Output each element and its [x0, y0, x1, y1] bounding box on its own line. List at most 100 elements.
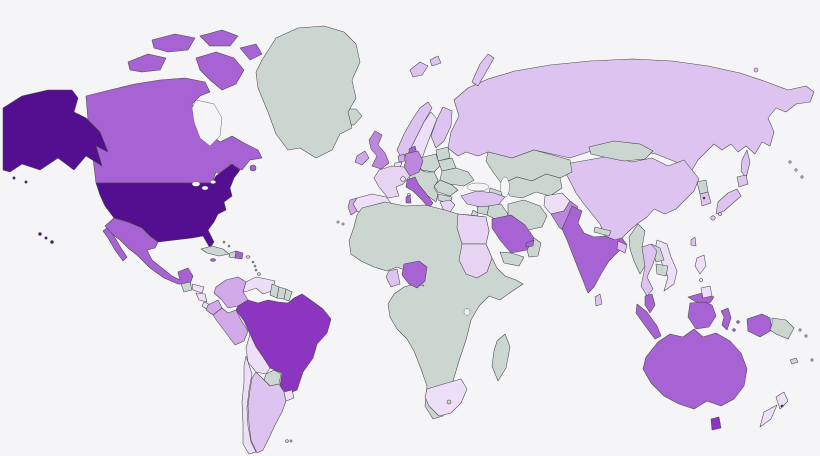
country-ghana[interactable] [385, 268, 401, 288]
country-egypt[interactable] [456, 213, 490, 245]
island-antilles-1[interactable] [251, 260, 255, 264]
country-japan-kyushu[interactable] [710, 215, 716, 221]
country-australia[interactable] [642, 328, 748, 410]
country-indonesia-sumatra[interactable] [635, 303, 662, 340]
country-venezuela[interactable] [242, 276, 276, 295]
country-thailand[interactable] [640, 243, 658, 297]
island-newfoundland[interactable] [249, 164, 257, 172]
country-mongolia[interactable] [588, 140, 654, 162]
country-indonesia-sulawesi[interactable] [720, 307, 732, 331]
island-tasmania[interactable] [710, 416, 722, 431]
island-wrangel[interactable] [753, 67, 759, 73]
island-fiji[interactable] [810, 358, 814, 362]
country-dominican-republic[interactable] [234, 250, 244, 260]
country-portugal[interactable] [347, 197, 358, 216]
country-oman[interactable] [526, 237, 542, 258]
island-maluku-1[interactable] [732, 328, 736, 332]
country-philippines-mindanao[interactable] [700, 285, 713, 299]
country-bangladesh[interactable] [616, 240, 628, 254]
island-kuril-2[interactable] [794, 168, 798, 172]
country-chile[interactable] [241, 355, 257, 455]
region-central-asia[interactable] [501, 173, 563, 199]
country-germany[interactable] [403, 150, 424, 177]
country-south-africa[interactable] [424, 378, 468, 417]
country-united-kingdom[interactable] [368, 130, 390, 170]
country-new-zealand-north[interactable] [775, 391, 789, 410]
country-cuba[interactable] [200, 245, 230, 257]
island-maluku-2[interactable] [736, 320, 740, 324]
country-philippines-visayas[interactable] [699, 278, 703, 282]
country-france[interactable] [373, 165, 411, 199]
country-philippines-luzon[interactable] [694, 254, 707, 275]
country-china[interactable] [564, 155, 700, 241]
country-argentina[interactable] [247, 371, 287, 454]
country-greenland[interactable] [255, 25, 361, 159]
canada-baffin-island[interactable] [195, 51, 245, 91]
country-peru[interactable] [212, 307, 249, 346]
country-canada[interactable] [85, 77, 263, 184]
usa-aleutian-2[interactable] [24, 180, 28, 184]
country-cambodia[interactable] [655, 263, 669, 277]
country-malaysia-peninsula[interactable] [644, 293, 656, 314]
island-new-caledonia[interactable] [789, 357, 799, 365]
country-puerto-rico[interactable] [245, 255, 251, 259]
country-sri-lanka[interactable] [594, 293, 603, 307]
island-falkland-2[interactable] [289, 439, 293, 443]
country-netherlands[interactable] [397, 153, 406, 163]
country-mexico[interactable] [104, 217, 194, 285]
island-canary-2[interactable] [341, 222, 345, 226]
country-usa-alaska[interactable] [2, 89, 109, 173]
island-sakhalin[interactable] [740, 149, 751, 179]
canada-arctic-island-2[interactable] [151, 33, 196, 53]
island-kuril-3[interactable] [800, 175, 804, 179]
usa-hawaii-1[interactable] [38, 232, 42, 236]
country-uae[interactable] [525, 239, 535, 248]
usa-hawaii-3[interactable] [50, 240, 54, 244]
canada-arctic-island-1[interactable] [127, 53, 167, 73]
island-sardinia[interactable] [405, 194, 412, 204]
country-romania[interactable] [433, 179, 459, 197]
canada-arctic-island-3[interactable] [199, 29, 239, 47]
island-antilles-2[interactable] [253, 264, 257, 268]
new-zealand-dark-marker[interactable] [780, 404, 784, 408]
island-svalbard-1[interactable] [409, 61, 429, 78]
country-italy[interactable] [405, 176, 434, 209]
country-madagascar[interactable] [491, 333, 511, 382]
island-canary-1[interactable] [336, 220, 340, 224]
usa-hawaii-2[interactable] [44, 236, 48, 240]
island-kuril-1[interactable] [788, 160, 792, 164]
country-switzerland[interactable] [400, 176, 406, 182]
country-turkey[interactable] [460, 190, 506, 208]
country-uruguay[interactable] [283, 389, 295, 402]
country-colombia[interactable] [213, 276, 249, 309]
canada-arctic-island-4[interactable] [239, 43, 263, 61]
island-trinidad[interactable] [257, 272, 261, 276]
country-guatemala[interactable] [180, 281, 193, 293]
country-finland[interactable] [430, 106, 453, 149]
country-nigeria[interactable] [401, 260, 428, 289]
country-japan-honshu[interactable] [715, 188, 742, 215]
south-korea-dark-marker[interactable] [702, 196, 706, 200]
island-svalbard-2[interactable] [429, 55, 442, 67]
country-nepal[interactable] [593, 226, 612, 237]
country-indonesia-kalimantan[interactable] [687, 301, 717, 330]
country-honduras[interactable] [191, 283, 205, 294]
island-bahamas-2[interactable] [227, 244, 231, 248]
country-taiwan[interactable] [690, 236, 697, 247]
island-solomon-2[interactable] [804, 334, 808, 338]
country-lesotho[interactable] [446, 399, 452, 405]
country-south-korea[interactable] [699, 191, 712, 207]
usa-aleutian-1[interactable] [12, 176, 16, 180]
island-bahamas-1[interactable] [222, 240, 226, 244]
country-russia[interactable] [447, 58, 815, 171]
country-japan-shikoku[interactable] [718, 212, 722, 216]
country-papua-new-guinea[interactable] [769, 317, 795, 340]
island-solomon-1[interactable] [798, 328, 802, 332]
island-antilles-3[interactable] [254, 268, 258, 272]
island-falkland-1[interactable] [285, 439, 289, 443]
island-novaya-zemlya[interactable] [471, 53, 495, 87]
country-french-guiana[interactable] [283, 288, 293, 302]
country-india[interactable] [561, 205, 628, 294]
mexico-baja-california[interactable] [102, 227, 128, 262]
country-jamaica[interactable] [210, 258, 216, 262]
